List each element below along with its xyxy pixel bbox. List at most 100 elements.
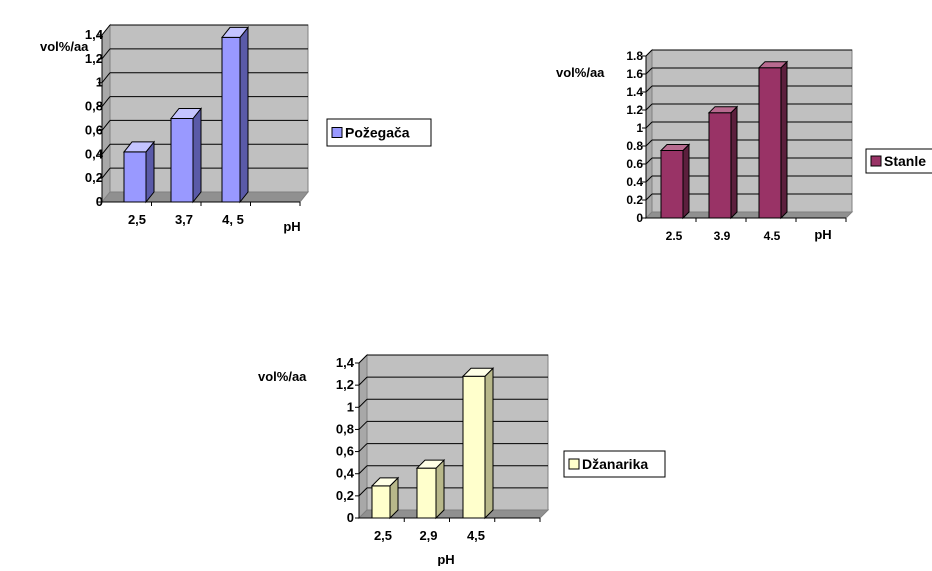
y-tick-label: 0,6 xyxy=(336,444,354,459)
legend-label: Džanarika xyxy=(582,456,648,472)
bar-front xyxy=(758,67,782,219)
gridline-depth xyxy=(645,103,653,111)
bar-top xyxy=(707,106,739,114)
chart-3: 0 0,2 0,4 0,6 0,8 1 1,2 1,4 2,5 2,9 4,5 vol%/aa pH Dž… xyxy=(258,353,666,567)
bar-top xyxy=(415,459,446,469)
y-axis-title: vol%/aa xyxy=(556,65,605,80)
x-tick-label: 2,5 xyxy=(128,212,146,227)
gridline-depth xyxy=(358,376,368,386)
gridline-depth xyxy=(358,398,368,408)
gridline-depth xyxy=(645,67,653,75)
x-axis-title: pH xyxy=(283,219,300,234)
gridline-depth xyxy=(101,72,111,84)
bar-front xyxy=(416,467,437,519)
y-tick-label: 0 xyxy=(96,194,103,209)
y-tick-label: 1 xyxy=(636,121,643,135)
y-tick-label: 0,2 xyxy=(336,488,354,503)
x-tick-label: 3,7 xyxy=(175,212,193,227)
x-axis-title: pH xyxy=(437,552,454,566)
gridline-depth xyxy=(358,354,368,364)
legend-box xyxy=(563,450,666,478)
bar-side xyxy=(730,105,738,220)
gridline-depth xyxy=(101,48,111,60)
bar-side xyxy=(239,25,249,204)
y-tick-label: 1.6 xyxy=(626,67,643,81)
x-tick-label: 2,5 xyxy=(374,528,392,543)
gridline-depth xyxy=(101,24,111,36)
legend-label: Požegača xyxy=(345,125,410,141)
legend-label: Stanle xyxy=(884,153,926,169)
bar-front xyxy=(123,151,147,203)
bar-front xyxy=(708,112,732,219)
legend-swatch xyxy=(331,127,343,138)
legend: Požegača xyxy=(326,118,432,147)
y-tick-label: 1.4 xyxy=(626,85,643,99)
chart-2: 0 0.2 0.4 0.6 0.8 1 1.2 1.4 1.6 1.8 2.5 3.9 4.5 vol%/… xyxy=(556,48,932,243)
bar-side xyxy=(435,458,445,520)
y-tick-label: 1 xyxy=(96,75,103,90)
bar-top xyxy=(757,61,789,69)
gridline-depth xyxy=(645,139,653,147)
gridline-depth xyxy=(101,120,111,131)
bar-side xyxy=(192,107,202,204)
y-tick-label: 0,8 xyxy=(85,99,103,114)
gridline-depth xyxy=(645,49,653,57)
bar-side xyxy=(682,143,690,220)
x-tick-label: 4.5 xyxy=(764,229,781,243)
y-tick-label: 1,2 xyxy=(336,377,354,392)
plot-side-wall xyxy=(358,353,368,520)
bar-side xyxy=(780,60,788,220)
bar-front xyxy=(462,375,486,519)
y-axis-title: vol%/aa xyxy=(258,369,307,384)
bar-front xyxy=(371,485,391,519)
bar-top xyxy=(169,108,203,119)
y-tick-label: 1.2 xyxy=(626,103,643,117)
gridline-depth xyxy=(101,96,111,107)
y-tick-label: 1,4 xyxy=(85,27,104,42)
gridline-depth xyxy=(645,175,653,183)
y-tick-label: 0.8 xyxy=(626,139,643,153)
gridline-depth xyxy=(358,421,368,430)
y-tick-label: 1.8 xyxy=(626,49,643,63)
y-tick-label: 0.2 xyxy=(626,193,643,207)
bar-front xyxy=(660,150,684,219)
x-tick-label: 4, 5 xyxy=(222,212,244,227)
y-tick-label: 1,4 xyxy=(336,355,355,370)
x-tick-label: 2.5 xyxy=(666,229,683,243)
plot-side-wall xyxy=(645,48,653,220)
gridline-depth xyxy=(645,157,653,165)
bar-top xyxy=(122,141,156,153)
gridline-depth xyxy=(358,443,368,452)
y-tick-label: 1,2 xyxy=(85,51,103,66)
y-tick-label: 0,4 xyxy=(85,146,104,161)
y-axis-title: vol%/aa xyxy=(40,39,89,54)
gridline-depth xyxy=(101,167,111,179)
y-tick-label: 0,4 xyxy=(336,466,355,481)
y-tick-label: 1 xyxy=(347,399,354,414)
x-axis-title: pH xyxy=(814,227,831,242)
gridline-depth xyxy=(101,143,111,155)
x-tick-label: 4,5 xyxy=(467,528,485,543)
y-tick-label: 0 xyxy=(347,510,354,525)
bar-top xyxy=(370,477,400,487)
y-tick-label: 0,6 xyxy=(85,122,103,137)
bar-front xyxy=(170,118,194,203)
bar-side xyxy=(484,367,494,520)
bar-front xyxy=(221,36,241,203)
chart-1: 0 0,2 0,4 0,6 0,8 1 1,2 1,4 2,5 3,7 4, 5 vol%/aa pH P… xyxy=(40,23,432,234)
x-tick-label: 2,9 xyxy=(419,528,437,543)
y-tick-label: 0.4 xyxy=(626,175,643,189)
legend-swatch xyxy=(870,155,882,167)
y-tick-label: 0,8 xyxy=(336,421,354,436)
y-tick-label: 0,2 xyxy=(85,170,103,185)
legend: Džanarika xyxy=(563,450,666,478)
bar-top xyxy=(461,367,495,377)
y-tick-label: 0.6 xyxy=(626,157,643,171)
gridline-depth xyxy=(358,487,368,497)
plot-side-wall xyxy=(101,23,111,204)
gridline-depth xyxy=(358,465,368,475)
legend: Stanle xyxy=(865,148,932,174)
gridline-depth xyxy=(645,193,653,201)
